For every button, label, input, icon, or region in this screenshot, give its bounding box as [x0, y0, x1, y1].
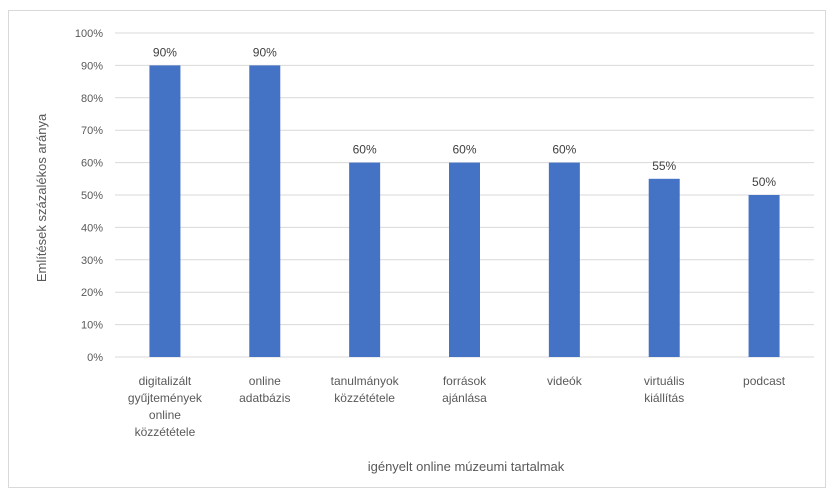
y-tick-label: 70%: [81, 125, 103, 137]
gridlines: [115, 32, 814, 358]
y-tick-label: 20%: [81, 287, 103, 299]
y-tick-label: 60%: [81, 158, 103, 170]
bar: [648, 178, 680, 357]
y-tick-label: 90%: [81, 60, 103, 72]
x-axis-title: igényelt online múzeumi tartalmak: [368, 459, 565, 474]
y-tick-label: 10%: [81, 320, 103, 332]
y-tick-label: 40%: [81, 222, 103, 234]
bar: [349, 162, 381, 357]
bar: [748, 195, 780, 357]
category-label: podcast: [743, 374, 786, 388]
data-label: 55%: [652, 159, 676, 173]
data-label: 60%: [353, 143, 377, 157]
category-label: online adatbázis: [239, 374, 290, 405]
category-label: videók: [547, 374, 583, 388]
category-label: források ajánlása: [442, 374, 487, 405]
data-label: 90%: [253, 45, 277, 59]
y-tick-label: 30%: [81, 255, 103, 267]
data-label: 50%: [752, 175, 776, 189]
y-tick-label: 80%: [81, 93, 103, 105]
bars: [149, 65, 780, 358]
y-axis-title: Említések százalékos aránya: [34, 113, 49, 282]
category-labels: digitalizált gyűjtemények online közzététel…: [128, 374, 786, 439]
y-axis-ticks: 0% 10% 20% 30% 40% 50% 60% 70% 80% 90% 100%: [75, 28, 103, 364]
y-tick-label: 0%: [87, 352, 103, 364]
chart-frame: [8, 10, 826, 488]
bar: [548, 162, 580, 357]
data-label: 90%: [153, 45, 177, 59]
category-label: virtuális kiállítás: [644, 374, 685, 405]
bar: [249, 65, 281, 358]
y-tick-label: 50%: [81, 190, 103, 202]
bar: [149, 65, 181, 358]
category-label: digitalizált gyűjtemények online közzététel…: [128, 374, 203, 439]
bar: [449, 162, 480, 357]
y-tick-label: 100%: [75, 28, 103, 40]
data-labels: 90% 90% 60% 60% 60% 55% 50%: [153, 45, 776, 189]
data-label: 60%: [552, 143, 576, 157]
data-label: 60%: [452, 143, 476, 157]
category-label: tanulmányok közzététele: [331, 374, 400, 405]
